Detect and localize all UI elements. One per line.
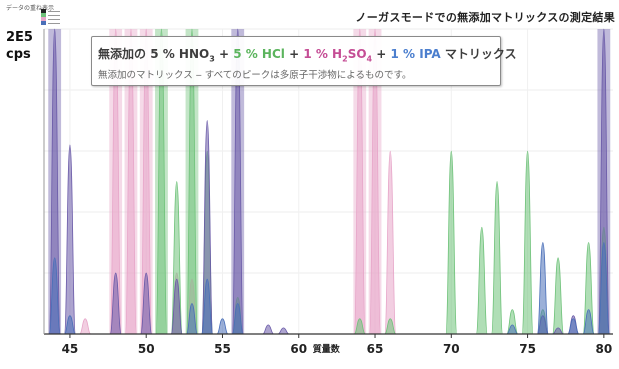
annotation-title-part: 5 % HCl: [233, 47, 285, 61]
x-tick-label: 80: [595, 342, 612, 356]
annotation-title-part: 1 % H: [303, 47, 343, 61]
annotation-title-part: 3: [209, 54, 215, 64]
peak-ipa: [597, 242, 610, 335]
peak-hcl: [445, 150, 458, 335]
peak-hno3: [201, 120, 214, 335]
x-tick-label: 50: [138, 342, 155, 356]
peak-h2so4: [109, 28, 122, 335]
peak-ipa: [216, 318, 229, 335]
annotation-box: 無添加の 5 % HNO3 + 5 % HCl + 1 % H2SO4 + 1 …: [91, 36, 517, 86]
legend-swatch-hcl: [41, 13, 46, 17]
chart-title: ノーガスモードでの無添加マトリックスの測定結果: [355, 11, 615, 24]
annotation-title-part: 4: [366, 54, 373, 64]
peak-hno3: [277, 327, 290, 335]
annotation-title-part: マトリックス: [440, 47, 517, 61]
corner-label: データの重ね表示: [6, 5, 55, 12]
peak-h2so4: [125, 28, 137, 335]
peak-ipa: [48, 257, 61, 335]
annotation-title-part: 5 % HNO: [150, 47, 210, 61]
peak-hno3: [109, 272, 122, 335]
peak-hno3: [64, 144, 76, 335]
peak-hno3: [231, 28, 244, 335]
annotation-title-part: +: [284, 47, 304, 61]
y-unit-value: 2E5: [6, 30, 33, 45]
annotation-title: 無添加の 5 % HNO3 + 5 % HCl + 1 % H2SO4 + 1 …: [98, 45, 517, 63]
peak-h2so4: [384, 150, 397, 335]
peak-hcl: [155, 28, 168, 335]
chart-axes: [43, 29, 613, 335]
legend-swatch-hno3: [41, 9, 46, 13]
peak-h2so4: [79, 318, 92, 335]
peak-ipa: [536, 242, 549, 335]
peak-hcl: [582, 242, 595, 335]
x-tick-label: 45: [62, 342, 79, 356]
x-tick-label: 60: [290, 342, 307, 356]
x-tick-labels: 45 50 55 60 65 70 75 80 質量数: [62, 334, 612, 356]
annotation-subtitle: 無添加のマトリックス ‒ すべてのピークは多原子干渉物によるものです。: [98, 70, 412, 81]
legend-entry: [41, 13, 60, 17]
peak-ipa: [201, 278, 214, 335]
legend: [41, 9, 60, 25]
peak-hcl: [384, 318, 397, 335]
x-tick-label: 75: [519, 342, 536, 356]
annotation-title-part: 1 % IPA: [390, 47, 441, 61]
peak-hcl: [491, 181, 503, 335]
peak-ipa: [582, 309, 595, 335]
peak-ipa: [186, 303, 198, 335]
x-axis-label: 質量数: [313, 343, 341, 355]
peak-hno3: [262, 324, 274, 335]
peak-ipa: [64, 315, 76, 335]
x-tick-label: 55: [214, 342, 231, 356]
annotation-title-part: 無添加の: [98, 47, 151, 61]
peak-hcl: [170, 181, 183, 335]
peak-hcl: [475, 226, 488, 335]
legend-swatch-ipa: [41, 21, 46, 25]
x-tick-label: 65: [367, 342, 384, 356]
annotation-title-part: SO: [347, 47, 367, 61]
peak-hcl: [521, 150, 534, 335]
peak-hno3: [552, 327, 564, 335]
legend-swatch-h2so4: [41, 17, 46, 21]
y-unit-label: cps: [6, 47, 31, 62]
legend-entry: [41, 9, 60, 13]
peak-ipa: [567, 318, 580, 335]
peak-hno3: [597, 28, 610, 335]
annotation-title-part: +: [214, 47, 234, 61]
peak-ipa: [506, 324, 518, 335]
peak-hno3: [140, 272, 153, 335]
peak-h2so4: [369, 28, 381, 335]
annotation-title-part: 2: [342, 54, 348, 64]
peak-hcl: [186, 28, 198, 335]
peak-hno3: [48, 28, 61, 335]
annotation-title-part: +: [372, 47, 391, 61]
peak-ipa: [231, 303, 244, 335]
series-peak-layer: [48, 28, 610, 335]
peak-hcl: [552, 257, 564, 335]
peak-h2so4: [140, 28, 153, 335]
peak-hno3: [170, 278, 183, 335]
peak-h2so4: [353, 28, 366, 335]
legend-entry: [41, 21, 60, 25]
legend-entry: [41, 17, 60, 21]
peak-hcl: [506, 309, 519, 335]
peak-hcl: [353, 318, 366, 335]
x-tick-label: 70: [443, 342, 460, 356]
